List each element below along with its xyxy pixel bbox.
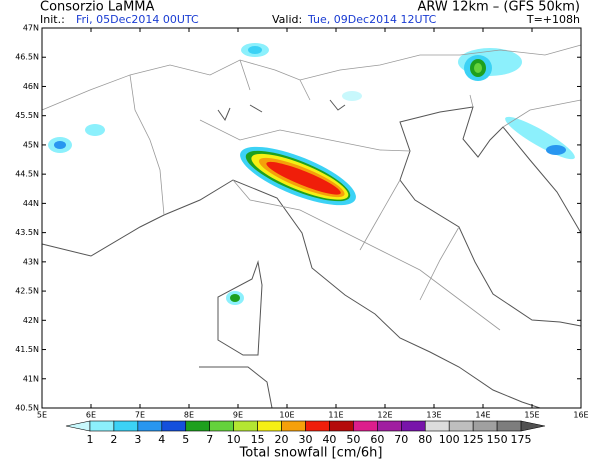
header-title: Consorzio LaMMA xyxy=(40,0,155,15)
colorbar-swatch xyxy=(424,420,450,432)
lat-label: 47N xyxy=(23,24,39,33)
colorbar-swatch xyxy=(89,420,115,432)
colorbar-swatch xyxy=(377,420,402,432)
lat-label: 46.5N xyxy=(15,53,39,62)
colorbar-swatch xyxy=(496,420,522,432)
snow-area xyxy=(342,91,362,101)
colorbar-swatch xyxy=(185,420,211,432)
border xyxy=(199,119,501,331)
island-coast xyxy=(217,260,263,356)
lat-label: 40.5N xyxy=(15,404,39,413)
lon-label: 13E xyxy=(426,411,441,420)
colorbar-label: 15 xyxy=(251,433,265,446)
colorbar-swatch xyxy=(137,420,163,432)
colorbar-label: 60 xyxy=(370,433,384,446)
snow-area xyxy=(230,294,240,302)
lead-time: T=+108h xyxy=(526,13,580,26)
colorbar-label: 5 xyxy=(182,433,189,446)
lon-label: 6E xyxy=(86,411,96,420)
colorbar-swatch xyxy=(472,420,498,432)
lat-label: 44.5N xyxy=(15,170,39,179)
snow-area xyxy=(85,124,105,136)
colorbar-swatch xyxy=(353,420,378,432)
colorbar-title: Total snowfall [cm/6h] xyxy=(239,446,383,461)
lat-label: 42.5N xyxy=(15,287,39,296)
colorbar-swatch xyxy=(233,420,258,432)
map xyxy=(41,27,582,409)
colorbar-label: 30 xyxy=(299,433,313,446)
coastline xyxy=(41,179,541,409)
colorbar-swatch xyxy=(305,420,330,432)
lat-label: 46N xyxy=(23,82,39,91)
colorbar-swatch xyxy=(448,420,474,432)
colorbar-label: 2 xyxy=(110,433,117,446)
lon-label: 7E xyxy=(135,411,145,420)
lat-label: 43.5N xyxy=(15,228,39,237)
lake xyxy=(217,99,346,122)
snow-area xyxy=(546,145,566,155)
lat-label: 43N xyxy=(23,257,39,266)
colorbar-swatch xyxy=(209,420,234,432)
colorbar-swatch xyxy=(65,420,91,432)
colorbar-swatch xyxy=(400,420,426,432)
lon-label: 14E xyxy=(475,411,490,420)
snow-area xyxy=(248,46,262,54)
snow-area xyxy=(54,141,66,149)
lon-label: 9E xyxy=(233,411,243,420)
map-area xyxy=(42,28,581,408)
lat-label: 44N xyxy=(23,199,39,208)
snow-area xyxy=(474,63,482,73)
lon-label: 8E xyxy=(184,411,194,420)
colorbar-label: 7 xyxy=(206,433,213,446)
init-label: Init.: xyxy=(40,13,65,26)
colorbar-label: 10 xyxy=(227,433,241,446)
lon-label: 16E xyxy=(573,411,588,420)
lat-label: 41N xyxy=(23,374,39,383)
colorbar-swatch xyxy=(329,420,354,432)
lat-label: 45N xyxy=(23,140,39,149)
colorbar-label: 175 xyxy=(511,433,532,446)
colorbar-label: 1 xyxy=(86,433,93,446)
colorbar-label: 50 xyxy=(346,433,360,446)
colorbar-label: 80 xyxy=(418,433,432,446)
border xyxy=(129,59,582,216)
map-frame xyxy=(41,27,582,409)
colorbar-swatch xyxy=(520,420,546,432)
model-info: ARW 12km – (GFS 50km) xyxy=(418,0,580,15)
colorbar-swatch xyxy=(281,420,306,432)
lon-label: 11E xyxy=(328,411,343,420)
colorbar-label: 3 xyxy=(134,433,141,446)
colorbar-label: 70 xyxy=(394,433,408,446)
snow-areas xyxy=(48,43,575,305)
colorbar-swatch xyxy=(161,420,187,432)
colorbar-swatch xyxy=(257,420,282,432)
colorbar-label: 125 xyxy=(463,433,484,446)
init-time: Fri, 05Dec2014 00UTC xyxy=(76,13,199,26)
colorbar-label: 150 xyxy=(487,433,508,446)
colorbar-swatch xyxy=(113,420,139,432)
valid-time: Tue, 09Dec2014 12UTC xyxy=(307,13,437,26)
lon-label: 12E xyxy=(377,411,392,420)
lat-label: 41.5N xyxy=(15,345,39,354)
colorbar-label: 100 xyxy=(439,433,460,446)
lat-label: 42N xyxy=(23,316,39,325)
snow-area xyxy=(266,161,341,195)
lon-label: 15E xyxy=(524,411,539,420)
lon-label: 10E xyxy=(279,411,294,420)
lat-label: 45.5N xyxy=(15,111,39,120)
colorbar: 1 2 3 4 5 7 10 15 20 30 40 50 60 70 80 100 125 150 175 xyxy=(65,420,546,446)
lon-label: 5E xyxy=(37,411,47,420)
colorbar-label: 4 xyxy=(158,433,165,446)
valid-label: Valid: xyxy=(272,13,302,26)
island-coast xyxy=(199,366,273,409)
colorbar-label: 40 xyxy=(322,433,336,446)
colorbar-label: 20 xyxy=(275,433,289,446)
